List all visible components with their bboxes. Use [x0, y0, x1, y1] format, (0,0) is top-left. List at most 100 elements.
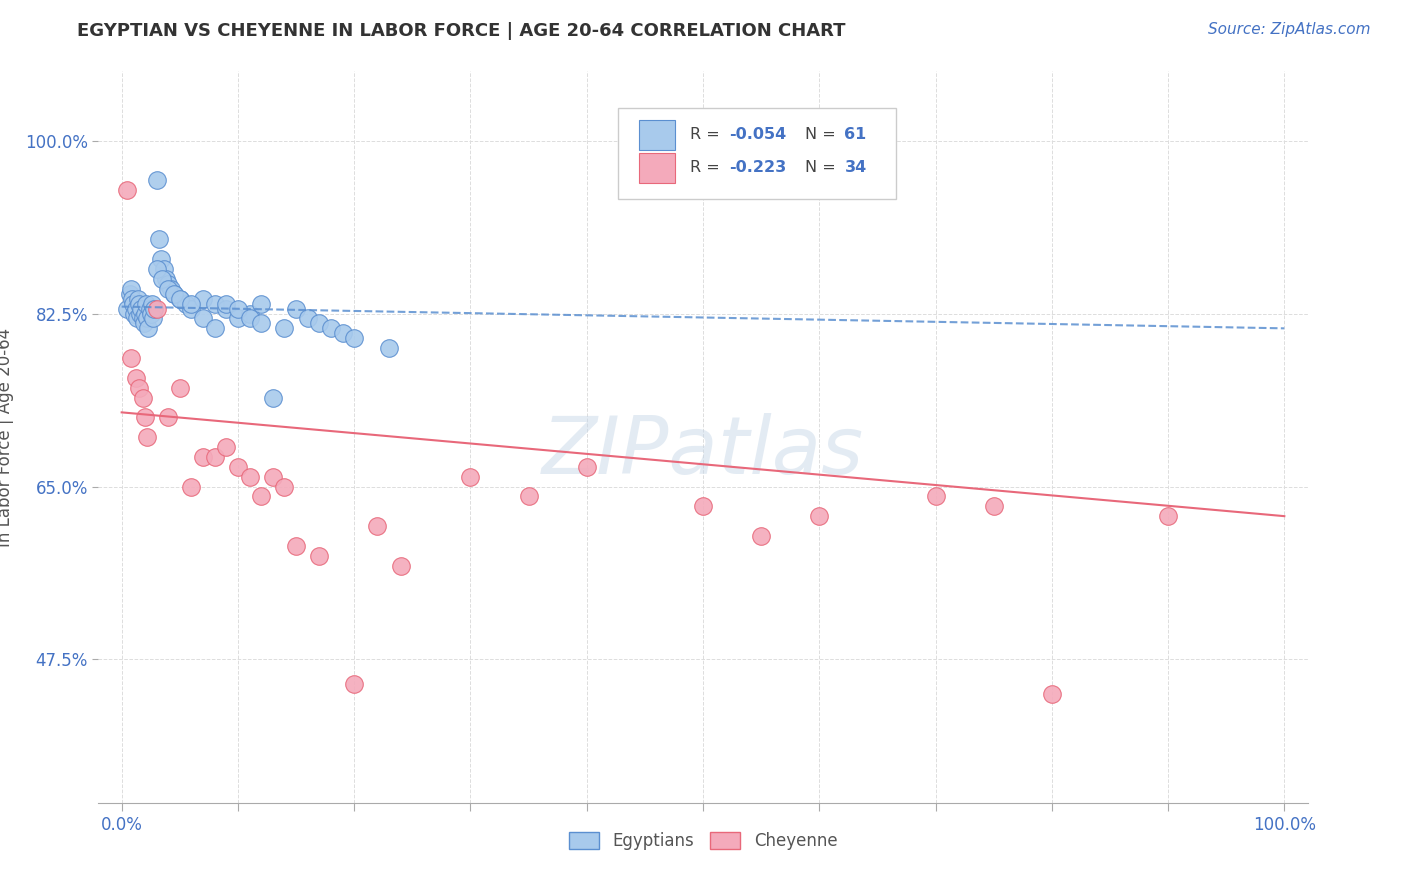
Point	[118, 286, 141, 301]
Point	[120, 282, 142, 296]
Point	[155, 272, 177, 286]
Point	[174, 296, 197, 310]
Point	[127, 292, 149, 306]
Point	[148, 232, 170, 246]
Point	[150, 252, 173, 267]
Point	[262, 391, 284, 405]
Point	[191, 292, 214, 306]
Point	[142, 311, 165, 326]
Point	[132, 317, 155, 331]
Point	[239, 311, 262, 326]
Text: -0.223: -0.223	[730, 161, 787, 176]
Text: N =: N =	[804, 128, 841, 143]
Point	[120, 351, 142, 365]
Point	[138, 321, 160, 335]
Point	[122, 296, 145, 310]
Point	[141, 296, 163, 310]
Point	[136, 430, 159, 444]
Point	[169, 381, 191, 395]
Point	[273, 321, 295, 335]
Point	[135, 296, 157, 310]
Text: EGYPTIAN VS CHEYENNE IN LABOR FORCE | AGE 20-64 CORRELATION CHART: EGYPTIAN VS CHEYENNE IN LABOR FORCE | AG…	[77, 22, 846, 40]
Y-axis label: In Labor Force | Age 20-64: In Labor Force | Age 20-64	[0, 327, 14, 547]
Point	[180, 479, 202, 493]
Point	[226, 301, 249, 316]
Point	[262, 469, 284, 483]
Point	[239, 469, 262, 483]
Point	[121, 292, 143, 306]
Point	[157, 282, 180, 296]
Point	[124, 301, 146, 316]
Point	[924, 489, 946, 503]
Point	[517, 489, 540, 503]
Point	[250, 489, 273, 503]
Point	[226, 311, 249, 326]
Point	[575, 459, 598, 474]
Point	[124, 306, 146, 320]
Point	[129, 306, 152, 320]
Point	[366, 519, 388, 533]
Point	[749, 529, 772, 543]
Point	[150, 272, 173, 286]
Point	[191, 450, 214, 464]
Point	[163, 286, 186, 301]
Point	[983, 500, 1005, 514]
FancyBboxPatch shape	[619, 108, 897, 200]
Legend: Egyptians, Cheyenne: Egyptians, Cheyenne	[562, 825, 844, 856]
Point	[128, 381, 150, 395]
Text: Source: ZipAtlas.com: Source: ZipAtlas.com	[1208, 22, 1371, 37]
Point	[343, 331, 366, 345]
Point	[191, 311, 214, 326]
Point	[460, 469, 482, 483]
Point	[285, 301, 308, 316]
Point	[152, 262, 174, 277]
Text: ZIPatlas: ZIPatlas	[541, 413, 865, 491]
Point	[180, 296, 202, 310]
Bar	[638, 120, 675, 150]
Point	[145, 173, 167, 187]
Point	[332, 326, 354, 341]
Point	[169, 292, 191, 306]
Point	[180, 301, 202, 316]
Point	[204, 321, 226, 335]
Point	[124, 371, 146, 385]
Point	[131, 301, 153, 316]
Point	[204, 450, 226, 464]
Point	[134, 306, 156, 320]
Text: 61: 61	[845, 128, 866, 143]
Point	[285, 539, 308, 553]
Point	[143, 301, 166, 316]
Text: 34: 34	[845, 161, 866, 176]
Point	[157, 410, 180, 425]
Point	[163, 286, 186, 301]
Point	[1040, 687, 1063, 701]
Text: R =: R =	[690, 161, 724, 176]
Point	[159, 282, 181, 296]
Point	[1157, 509, 1180, 524]
Point	[138, 301, 160, 316]
Text: R =: R =	[690, 128, 724, 143]
Point	[250, 296, 273, 310]
Point	[215, 296, 238, 310]
Point	[117, 301, 139, 316]
Point	[215, 440, 238, 454]
Point	[308, 549, 330, 563]
Point	[128, 296, 150, 310]
Point	[117, 183, 139, 197]
Point	[125, 311, 148, 326]
Point	[139, 306, 162, 320]
Point	[273, 479, 295, 493]
Point	[134, 410, 156, 425]
Point	[250, 317, 273, 331]
Point	[145, 301, 167, 316]
Point	[145, 262, 167, 277]
Point	[297, 311, 319, 326]
Bar	[638, 153, 675, 183]
Point	[215, 301, 238, 316]
Point	[204, 296, 226, 310]
Point	[389, 558, 412, 573]
Point	[239, 306, 262, 320]
Point	[131, 311, 153, 326]
Point	[226, 459, 249, 474]
Point	[343, 677, 366, 691]
